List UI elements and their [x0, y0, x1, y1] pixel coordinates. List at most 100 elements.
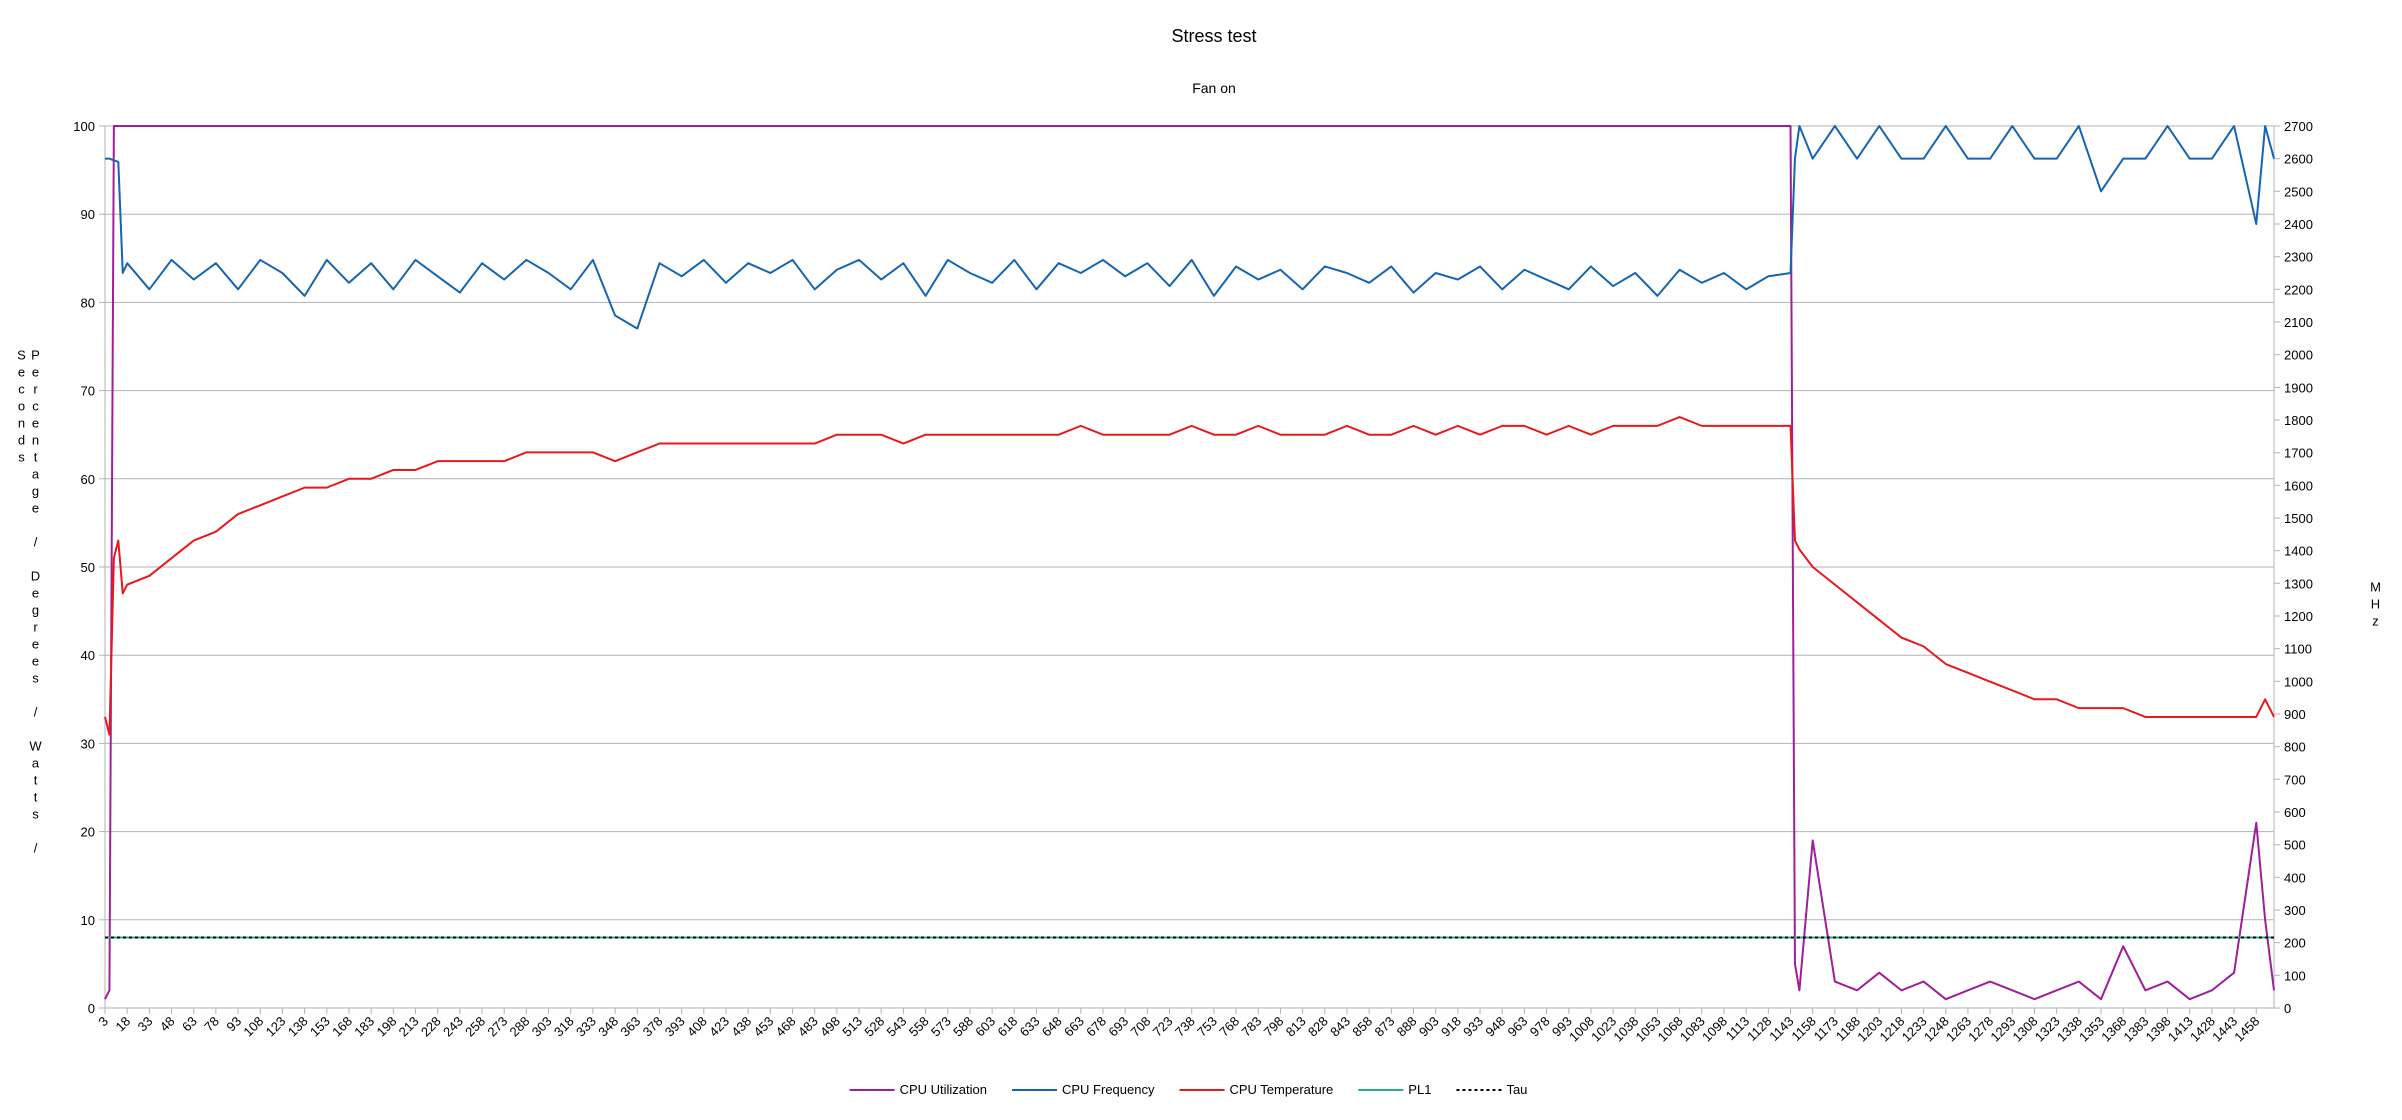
- chart-title: Stress test: [1171, 26, 1256, 46]
- y-tick-label: 30: [81, 736, 95, 751]
- y2-tick-label: 1800: [2284, 413, 2313, 428]
- x-tick-label: 288: [507, 1014, 533, 1040]
- legend-label: Tau: [1506, 1082, 1527, 1097]
- x-tick-label: 123: [263, 1014, 289, 1040]
- x-tick-label: 903: [1416, 1014, 1442, 1040]
- y-tick-label: 20: [81, 825, 95, 840]
- x-tick-label: 273: [484, 1014, 510, 1040]
- y-tick-label: 100: [73, 119, 95, 134]
- y2-tick-label: 2400: [2284, 217, 2313, 232]
- x-tick-label: 3: [95, 1014, 111, 1030]
- x-tick-label: 738: [1172, 1014, 1198, 1040]
- y2-tick-label: 600: [2284, 805, 2306, 820]
- x-tick-label: 573: [928, 1014, 954, 1040]
- x-tick-label: 783: [1238, 1014, 1264, 1040]
- x-tick-label: 48: [157, 1014, 178, 1035]
- y2-tick-label: 1100: [2284, 642, 2312, 657]
- y2-tick-label: 100: [2284, 968, 2306, 983]
- x-tick-label: 933: [1460, 1014, 1486, 1040]
- x-tick-label: 678: [1083, 1014, 1109, 1040]
- x-tick-label: 63: [179, 1014, 200, 1035]
- x-tick-label: 78: [201, 1014, 222, 1035]
- x-tick-label: 948: [1482, 1014, 1508, 1040]
- x-tick-label: 528: [861, 1014, 887, 1040]
- y2-tick-label: 1700: [2284, 446, 2313, 461]
- y-axis-label: Percentage / Degrees / Watts / Seconds: [14, 347, 43, 858]
- x-tick-label: 108: [240, 1014, 266, 1040]
- y2-tick-label: 0: [2284, 1001, 2291, 1016]
- x-tick-label: 828: [1305, 1014, 1331, 1040]
- y2-tick-label: 400: [2284, 870, 2306, 885]
- x-tick-label: 648: [1039, 1014, 1065, 1040]
- x-tick-label: 138: [285, 1014, 311, 1040]
- legend-label: CPU Utilization: [900, 1082, 987, 1097]
- x-tick-label: 873: [1371, 1014, 1397, 1040]
- x-tick-label: 243: [440, 1014, 466, 1040]
- y2-tick-label: 2700: [2284, 119, 2313, 134]
- x-tick-label: 858: [1349, 1014, 1375, 1040]
- x-tick-label: 768: [1216, 1014, 1242, 1040]
- x-tick-label: 378: [640, 1014, 666, 1040]
- x-tick-label: 303: [529, 1014, 555, 1040]
- legend-label: CPU Temperature: [1229, 1082, 1333, 1097]
- x-tick-label: 963: [1505, 1014, 1531, 1040]
- series-line: [104, 416, 2275, 736]
- x-tick-label: 228: [418, 1014, 444, 1040]
- y2-tick-label: 2500: [2284, 184, 2313, 199]
- x-tick-label: 798: [1261, 1014, 1287, 1040]
- y2-tick-label: 2200: [2284, 282, 2313, 297]
- x-tick-label: 723: [1150, 1014, 1176, 1040]
- y2-tick-label: 1500: [2284, 511, 2313, 526]
- y2-tick-label: 500: [2284, 838, 2306, 853]
- x-tick-label: 588: [950, 1014, 976, 1040]
- y-tick-label: 90: [81, 207, 95, 222]
- x-tick-label: 153: [307, 1014, 333, 1040]
- series-line: [105, 125, 2275, 330]
- x-tick-label: 18: [112, 1014, 133, 1035]
- x-tick-label: 813: [1283, 1014, 1309, 1040]
- x-tick-label: 1458: [2231, 1014, 2262, 1045]
- y-tick-label: 50: [81, 560, 95, 575]
- x-tick-label: 318: [551, 1014, 577, 1040]
- x-tick-label: 423: [706, 1014, 732, 1040]
- x-tick-label: 513: [839, 1014, 865, 1040]
- y-tick-label: 80: [81, 295, 95, 310]
- y2-tick-label: 2300: [2284, 250, 2313, 265]
- y2-tick-label: 800: [2284, 740, 2306, 755]
- legend-label: CPU Frequency: [1062, 1082, 1155, 1097]
- y2-tick-label: 1400: [2284, 544, 2313, 559]
- x-tick-label: 888: [1394, 1014, 1420, 1040]
- x-tick-label: 753: [1194, 1014, 1220, 1040]
- x-tick-label: 978: [1527, 1014, 1553, 1040]
- y-tick-label: 70: [81, 384, 95, 399]
- x-tick-label: 483: [795, 1014, 821, 1040]
- legend-label: PL1: [1408, 1082, 1431, 1097]
- x-tick-label: 618: [994, 1014, 1020, 1040]
- x-tick-label: 168: [329, 1014, 355, 1040]
- x-tick-label: 183: [351, 1014, 377, 1040]
- y2-tick-label: 900: [2284, 707, 2306, 722]
- x-tick-label: 258: [462, 1014, 488, 1040]
- x-tick-label: 603: [972, 1014, 998, 1040]
- x-tick-label: 213: [396, 1014, 422, 1040]
- x-tick-label: 468: [773, 1014, 799, 1040]
- series-line: [104, 125, 2275, 1001]
- x-tick-label: 453: [751, 1014, 777, 1040]
- y2-tick-label: 200: [2284, 936, 2306, 951]
- x-tick-label: 693: [1105, 1014, 1131, 1040]
- x-tick-label: 93: [223, 1014, 244, 1035]
- y2-tick-label: 1000: [2284, 674, 2313, 689]
- x-tick-label: 198: [373, 1014, 399, 1040]
- x-tick-label: 633: [1017, 1014, 1043, 1040]
- y2-axis-label: MHz: [2368, 579, 2383, 631]
- y2-tick-label: 300: [2284, 903, 2306, 918]
- chart-subtitle: Fan on: [1192, 80, 1236, 96]
- x-tick-label: 558: [906, 1014, 932, 1040]
- y-tick-label: 0: [88, 1001, 95, 1016]
- y2-tick-label: 2100: [2284, 315, 2313, 330]
- legend: CPU Utilization CPU Frequency CPU Temperat…: [849, 1082, 1527, 1097]
- x-tick-label: 408: [684, 1014, 710, 1040]
- x-tick-label: 843: [1327, 1014, 1353, 1040]
